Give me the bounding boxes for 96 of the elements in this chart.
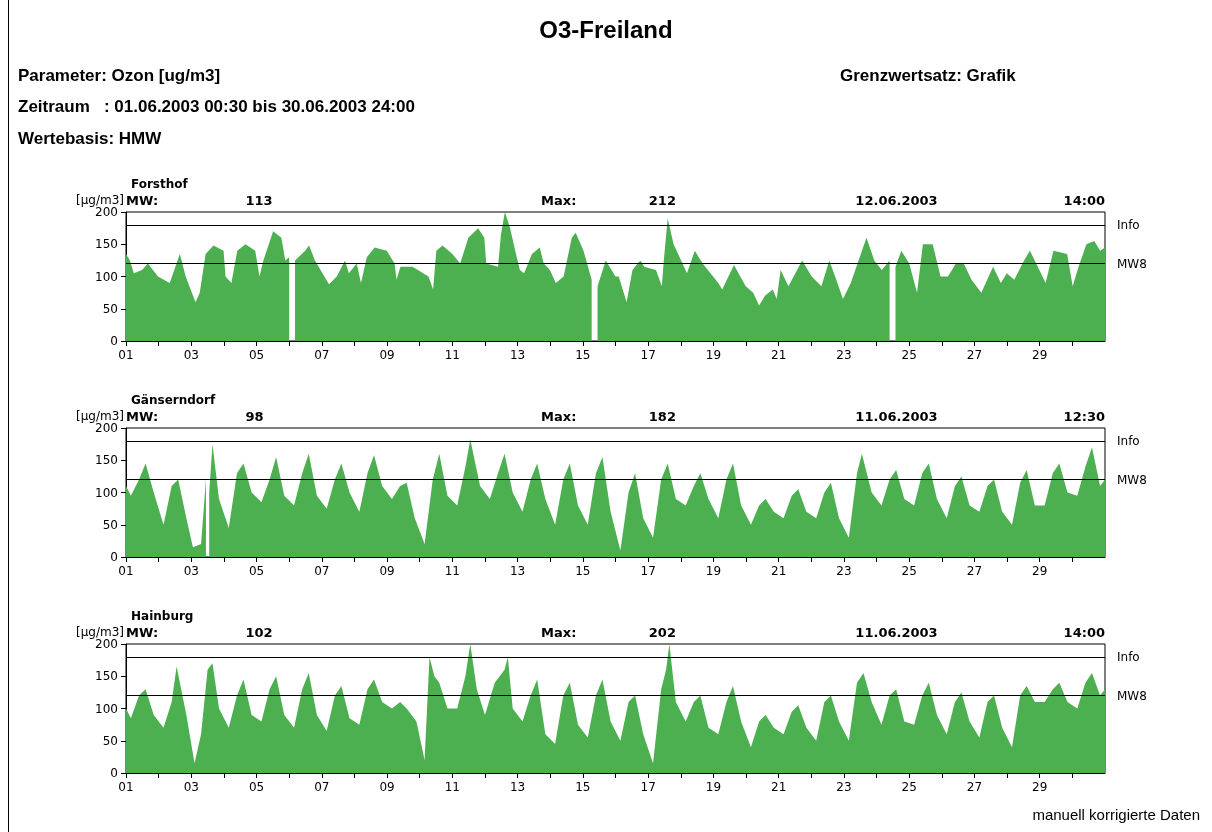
x-tick-label: 17 — [640, 348, 656, 362]
text: 102 — [245, 625, 273, 640]
y-tick-label: 150 — [95, 453, 118, 468]
x-tick-label: 07 — [314, 780, 330, 794]
text: MW: — [126, 193, 159, 208]
text: 113 — [245, 193, 273, 208]
x-tick-label: 25 — [901, 564, 917, 578]
x-tick-label: 03 — [183, 564, 199, 578]
y-tick-label: 200 — [95, 205, 118, 219]
x-tick-label: 23 — [836, 348, 852, 362]
y-tick-label: 100 — [95, 701, 118, 716]
text: manuell korrigierte Daten — [1032, 806, 1200, 823]
x-tick-label: 25 — [901, 780, 917, 794]
text: Max: — [541, 409, 577, 424]
x-tick-label: 17 — [640, 564, 656, 578]
x-tick-label: 29 — [1032, 564, 1048, 578]
x-tick-label: 11 — [444, 348, 460, 362]
x-tick-label: 29 — [1032, 348, 1048, 362]
x-tick-label: 05 — [248, 348, 265, 362]
ref-line-label: Info — [1117, 649, 1140, 664]
text: Max: — [541, 625, 577, 640]
text: 11.06.2003 — [855, 625, 938, 640]
text: 182 — [648, 409, 676, 424]
text: MW: — [126, 409, 159, 424]
text: 202 — [648, 625, 676, 640]
text: MW: — [126, 625, 159, 640]
chart-title: Hainburg — [131, 609, 194, 623]
chart-title: Gänserndorf — [131, 393, 216, 407]
x-tick-label: 07 — [314, 564, 330, 578]
x-tick-label: 11 — [444, 780, 460, 794]
ref-line-label: MW8 — [1117, 256, 1147, 271]
text: 11.06.2003 — [855, 409, 938, 424]
x-tick-label: 03 — [183, 780, 199, 794]
y-tick-label: 200 — [95, 637, 118, 651]
x-tick-label: 15 — [575, 564, 591, 578]
text: 212 — [648, 193, 676, 208]
x-tick-label: 19 — [705, 348, 722, 362]
x-tick-label: 09 — [379, 348, 395, 362]
text: 12:30 — [1063, 409, 1106, 424]
x-tick-label: 15 — [575, 348, 591, 362]
y-tick-label: 50 — [102, 517, 118, 532]
text: Wertebasis: HMW — [18, 129, 162, 149]
x-tick-label: 01 — [118, 780, 134, 794]
x-tick-label: 01 — [118, 348, 134, 362]
x-tick-label: 11 — [444, 564, 460, 578]
y-tick-label: 100 — [95, 269, 118, 284]
text: 14:00 — [1063, 625, 1106, 640]
x-tick-label: 27 — [966, 780, 983, 794]
y-tick-label: 0 — [110, 766, 118, 780]
x-tick-label: 21 — [771, 348, 787, 362]
y-tick-label: 0 — [110, 334, 118, 348]
y-tick-label: 150 — [95, 669, 118, 684]
text: 12.06.2003 — [855, 193, 938, 208]
x-tick-label: 17 — [640, 780, 656, 794]
x-tick-label: 19 — [705, 564, 722, 578]
x-tick-label: 09 — [379, 780, 395, 794]
text: Zeitraum : 01.06.2003 00:30 bis 30.06.2003 24:00 — [18, 97, 415, 117]
x-tick-label: 27 — [966, 348, 983, 362]
x-tick-label: 09 — [379, 564, 395, 578]
y-tick-label: 200 — [95, 421, 118, 435]
chart-title: Forsthof — [131, 177, 189, 191]
x-tick-label: 23 — [836, 564, 852, 578]
y-tick-label: 50 — [102, 733, 118, 748]
ref-line-label: Info — [1117, 433, 1140, 448]
y-tick-label: 0 — [110, 550, 118, 564]
y-tick-label: 150 — [95, 237, 118, 252]
text: 98 — [245, 409, 264, 424]
x-tick-label: 25 — [901, 348, 917, 362]
text: Max: — [541, 193, 577, 208]
x-tick-label: 15 — [575, 780, 591, 794]
text: 14:00 — [1063, 193, 1106, 208]
y-tick-label: 100 — [95, 485, 118, 500]
y-axis-title: [µg/m3] — [76, 193, 124, 208]
x-tick-label: 13 — [509, 780, 526, 794]
y-axis-title: [µg/m3] — [76, 625, 124, 640]
x-tick-label: 21 — [771, 564, 787, 578]
y-axis-title: [µg/m3] — [76, 409, 124, 424]
x-tick-label: 27 — [966, 564, 983, 578]
x-tick-label: 13 — [509, 348, 526, 362]
x-tick-label: 29 — [1032, 780, 1048, 794]
x-tick-label: 05 — [248, 564, 265, 578]
text: Grenzwertsatz: Grafik — [840, 66, 1016, 86]
ref-line-label: Info — [1117, 217, 1140, 232]
x-tick-label: 05 — [248, 780, 265, 794]
y-tick-label: 50 — [102, 301, 118, 316]
x-tick-label: 13 — [509, 564, 526, 578]
ref-line-label: MW8 — [1117, 472, 1147, 487]
x-tick-label: 19 — [705, 780, 722, 794]
text: O3-Freiland — [538, 16, 674, 44]
x-tick-label: 21 — [771, 780, 787, 794]
ref-line-label: MW8 — [1117, 688, 1147, 703]
x-tick-label: 03 — [183, 348, 199, 362]
x-tick-label: 01 — [118, 564, 134, 578]
text: Parameter: Ozon [ug/m3] — [18, 66, 221, 86]
x-tick-label: 07 — [314, 348, 330, 362]
x-tick-label: 23 — [836, 780, 852, 794]
